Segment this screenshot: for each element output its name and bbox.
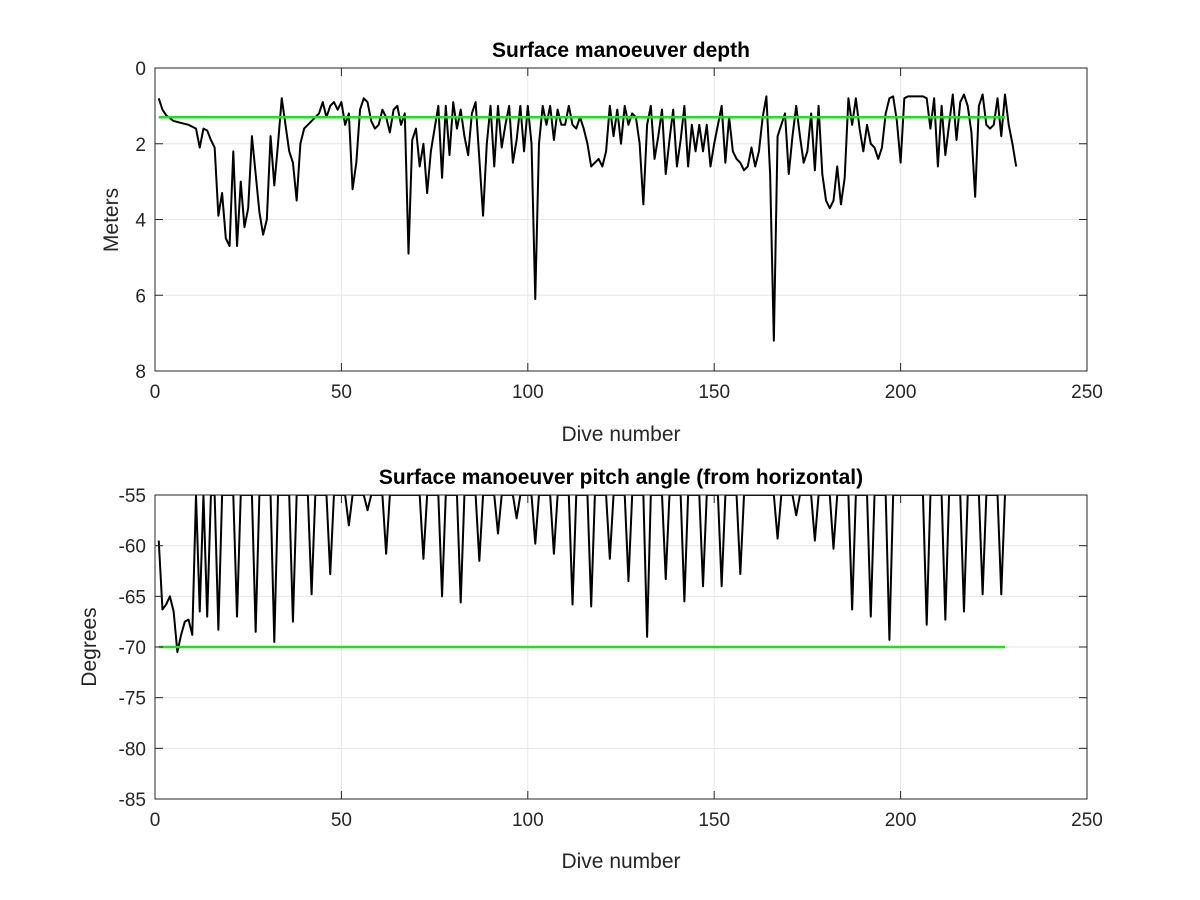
chart-title: Surface manoeuver depth: [492, 39, 750, 62]
series-line: [157, 495, 1006, 654]
y-tick-label: 0: [135, 59, 146, 80]
x-tick-label: 50: [331, 382, 352, 403]
x-tick-label: 50: [331, 810, 352, 831]
y-tick-label: 2: [135, 135, 146, 156]
y-tick-label: -75: [119, 689, 146, 710]
x-axis-label: Dive number: [561, 850, 680, 873]
y-tick-label: -60: [119, 537, 146, 558]
x-tick-label: 150: [698, 810, 730, 831]
x-tick-label: 250: [1071, 382, 1103, 403]
y-tick-label: -80: [119, 739, 146, 760]
chart-title: Surface manoeuver pitch angle (from hori…: [379, 466, 863, 489]
x-tick-label: 100: [512, 382, 544, 403]
y-tick-label: -85: [119, 790, 146, 811]
y-axis-label: Degrees: [78, 607, 101, 686]
x-axis-label: Dive number: [561, 423, 680, 446]
x-tick-label: 100: [512, 810, 544, 831]
series-line: [157, 93, 1018, 342]
x-tick-label: 150: [698, 382, 730, 403]
y-tick-label: 6: [135, 286, 146, 307]
x-tick-label: 0: [150, 382, 161, 403]
depth-chart: Surface manoeuver depth Dive number Mete…: [100, 39, 1103, 446]
y-tick-label: -55: [119, 486, 146, 507]
y-tick-label: 4: [135, 211, 146, 232]
x-tick-label: 0: [150, 810, 161, 831]
x-tick-label: 200: [885, 810, 917, 831]
y-axis-label: Meters: [100, 188, 123, 252]
pitch-chart: Surface manoeuver pitch angle (from hori…: [78, 466, 1103, 873]
x-tick-label: 200: [885, 382, 917, 403]
y-tick-label: 8: [135, 362, 146, 383]
y-tick-label: -65: [119, 587, 146, 608]
y-tick-label: -70: [119, 638, 146, 659]
x-tick-label: 250: [1071, 810, 1103, 831]
